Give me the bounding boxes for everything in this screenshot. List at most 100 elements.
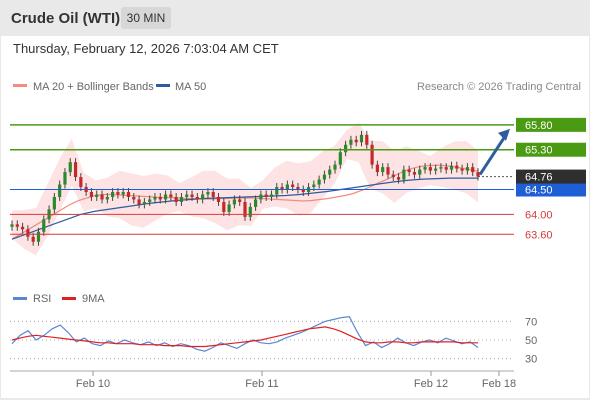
candle-body bbox=[317, 179, 321, 185]
candle-body bbox=[434, 168, 438, 171]
candle-body bbox=[423, 167, 427, 170]
candle-body bbox=[275, 187, 279, 195]
candle-body bbox=[142, 201, 146, 205]
candle-body bbox=[269, 194, 274, 197]
candle-body bbox=[396, 177, 401, 180]
level-tag bbox=[516, 182, 586, 197]
candle-body bbox=[264, 194, 268, 197]
x-tick-label: Feb 18 bbox=[482, 378, 516, 390]
forecast-arrow-head bbox=[498, 128, 510, 141]
candle-body bbox=[418, 169, 422, 175]
candle-body bbox=[31, 236, 35, 242]
candle-body bbox=[344, 144, 348, 153]
candle-body bbox=[465, 167, 470, 171]
candle-body bbox=[375, 164, 379, 173]
ma9-line bbox=[11, 326, 478, 348]
candle-body bbox=[201, 194, 205, 200]
candle-body bbox=[174, 196, 178, 202]
price-plot bbox=[10, 122, 480, 256]
candle-body bbox=[296, 187, 300, 190]
candle-body bbox=[89, 192, 94, 197]
candle-body bbox=[42, 219, 46, 232]
candle-body bbox=[216, 196, 221, 202]
candle-body bbox=[20, 226, 25, 230]
timeframe-button[interactable]: 30 MIN bbox=[121, 7, 171, 29]
candle-body bbox=[285, 184, 289, 190]
candle-body bbox=[58, 184, 62, 197]
candle-body bbox=[370, 144, 374, 165]
ma50-legend-label: MA 50 bbox=[175, 81, 206, 93]
header-bar: Crude Oil (WTI) 30 MIN bbox=[0, 0, 590, 36]
level-label: 65.30 bbox=[525, 145, 553, 157]
candle-body bbox=[259, 194, 263, 200]
candle-body bbox=[158, 196, 162, 200]
candle-body bbox=[222, 201, 226, 212]
candle-body bbox=[206, 192, 210, 195]
x-tick-label: Feb 11 bbox=[245, 378, 278, 390]
candle-body bbox=[148, 199, 152, 202]
candle-body bbox=[227, 204, 231, 212]
candle-body bbox=[328, 169, 332, 175]
candle-body bbox=[185, 194, 189, 197]
candle-body bbox=[338, 152, 342, 165]
current-price-label: 64.76 bbox=[525, 172, 553, 184]
candle-body bbox=[68, 162, 72, 173]
candle-body bbox=[349, 139, 353, 145]
ma20-legend-swatch bbox=[13, 84, 27, 87]
candle-body bbox=[381, 167, 385, 173]
rsi-plot: 70 50 30 bbox=[10, 316, 537, 366]
level-lines: 65.80 65.30 64.50 64.00 63.60 64.76 bbox=[10, 117, 586, 241]
candle-body bbox=[132, 196, 136, 200]
candle-body bbox=[63, 172, 67, 185]
candle-body bbox=[412, 172, 417, 175]
candle-body bbox=[280, 187, 284, 190]
level-label: 63.60 bbox=[525, 229, 553, 241]
ma50-legend-swatch bbox=[156, 84, 170, 87]
level-tag bbox=[516, 117, 586, 132]
candle-body bbox=[407, 169, 411, 173]
candle-body bbox=[301, 189, 305, 192]
x-tick-label: Feb 10 bbox=[76, 378, 110, 390]
candle-body bbox=[322, 174, 327, 180]
candle-body bbox=[312, 184, 316, 188]
current-price-tag bbox=[516, 169, 586, 184]
rsi-tick-label: 70 bbox=[525, 316, 537, 328]
candle-body bbox=[111, 192, 115, 197]
rsi-line bbox=[11, 316, 479, 352]
chart-panel bbox=[1, 36, 589, 398]
rsi-legend-label: RSI bbox=[33, 293, 51, 305]
ma20-legend-label: MA 20 + Bollinger Bands bbox=[33, 81, 154, 93]
candle-body bbox=[100, 194, 104, 200]
candle-body bbox=[15, 224, 19, 227]
candle-body bbox=[333, 164, 337, 170]
candle-body bbox=[460, 168, 464, 171]
candle-body bbox=[232, 199, 237, 205]
level-label: 64.00 bbox=[525, 209, 553, 221]
candle-body bbox=[179, 196, 184, 202]
candle-body bbox=[365, 134, 369, 145]
credit-text: Research © 2026 Trading Central bbox=[417, 81, 581, 93]
level-tag bbox=[516, 142, 586, 157]
candle-body bbox=[116, 192, 120, 195]
candle-body bbox=[449, 165, 454, 170]
candle-body bbox=[354, 139, 358, 143]
candle-body bbox=[471, 167, 475, 173]
candle-body bbox=[402, 169, 406, 180]
candle-body bbox=[126, 192, 131, 197]
forecast-arrow-shaft bbox=[478, 134, 508, 176]
x-tick-label: Feb 12 bbox=[414, 378, 448, 390]
instrument-title: Crude Oil (WTI) bbox=[11, 10, 121, 27]
candle-body bbox=[52, 196, 56, 210]
candle-body bbox=[137, 199, 141, 205]
candle-body bbox=[195, 196, 199, 200]
candle-body bbox=[386, 167, 390, 175]
chart-datetime: Thursday, February 12, 2026 7:03:04 AM C… bbox=[13, 41, 279, 56]
candle-body bbox=[428, 167, 432, 171]
rsi-tick-label: 50 bbox=[525, 335, 537, 347]
candle-body bbox=[36, 231, 41, 242]
rsi-tick-label: 30 bbox=[525, 354, 537, 366]
candle-body bbox=[10, 224, 14, 227]
candle-body bbox=[95, 194, 99, 197]
